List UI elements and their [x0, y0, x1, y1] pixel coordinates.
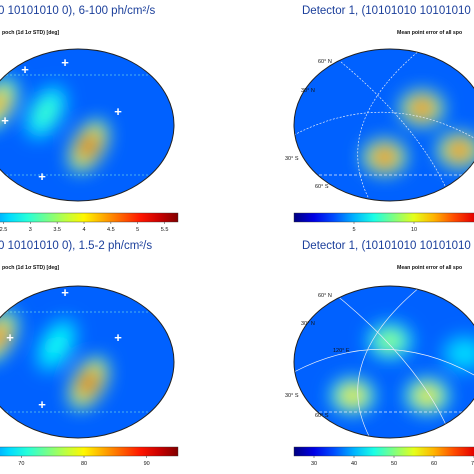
colorbar-tick-label: 5 — [352, 227, 355, 233]
colorbar-tick-label: 10 — [411, 227, 417, 233]
hotspot — [49, 336, 64, 355]
map-grid — [0, 74, 174, 176]
colorbar-tick-label: 80 — [81, 461, 87, 467]
hotspot — [39, 103, 53, 122]
chart-title: 0 10101010 0), 1.5-2 ph/cm²/s — [0, 240, 153, 252]
grid-label: 30° S — [285, 156, 299, 162]
hotspot — [451, 144, 467, 157]
map-surface — [0, 49, 174, 201]
map-surface — [0, 286, 174, 438]
map-background — [294, 49, 474, 201]
source-marker: + — [6, 330, 14, 345]
source-marker: + — [114, 330, 122, 345]
hotspot — [414, 101, 430, 115]
sky-map-4: 60° N 30° N 120° E 30° S 60° S 30 40 50 60 70 — [285, 285, 474, 467]
chart-subtitle: Mean point error of all spo — [397, 265, 463, 271]
map-surface — [294, 286, 474, 438]
grid-label: 30° S — [285, 393, 299, 399]
colorbar-tick-label: 3.5 — [53, 227, 61, 233]
grid-label: 30° N — [301, 321, 315, 327]
chart-title: Detector 1, (10101010 10101010 1 — [302, 5, 474, 17]
map-panel-4: Detector 1, (10101010 10101010 1 Mean po… — [237, 237, 474, 474]
source-marker: + — [61, 285, 69, 300]
colorbar — [293, 446, 474, 457]
chart-title: 0 10101010 0), 6-100 ph/cm²/s — [0, 5, 156, 17]
colorbar-tick-label: 70 — [18, 461, 24, 467]
grid-label: 30° N — [301, 88, 315, 94]
hotspot — [382, 334, 398, 348]
chart-subtitle: poch (1d 1σ STD) [deg] — [2, 265, 60, 271]
source-marker: + — [21, 62, 29, 77]
colorbar-tick-label: 5 — [136, 227, 139, 233]
colorbar-tick-label: 70 — [471, 461, 474, 467]
colorbar-tick-label: 40 — [351, 461, 357, 467]
colorbar-tick-label: 2.5 — [0, 227, 7, 233]
map-panel-2: Detector 1, (10101010 10101010 1 Mean po… — [237, 0, 474, 237]
hotspot-layer — [0, 77, 109, 173]
map-outline — [293, 48, 474, 202]
map-background — [294, 286, 474, 438]
chart-subtitle: poch (1d 1σ STD) [deg] — [2, 30, 60, 36]
grid-label: 60° S — [315, 184, 329, 190]
map-outline — [0, 48, 175, 202]
hotspot — [419, 389, 435, 402]
map-outline — [293, 285, 474, 439]
grid-line — [357, 49, 421, 201]
grid-label: 60° N — [318, 59, 332, 65]
source-marker: + — [38, 169, 46, 184]
map-outline — [0, 285, 175, 439]
colorbar — [0, 212, 179, 223]
grid-line — [329, 289, 451, 435]
hotspot — [81, 374, 96, 393]
map-grid — [294, 49, 474, 201]
chart-subtitle: Mean point error of all spo — [397, 30, 463, 36]
hotspot — [0, 327, 5, 346]
map-grid — [0, 311, 174, 413]
hotspot — [81, 137, 96, 156]
hotspot-layer — [330, 323, 474, 414]
colorbar — [293, 212, 474, 223]
hotspot — [457, 347, 473, 360]
colorbar-tick-label: 4.5 — [107, 227, 115, 233]
source-marker: + — [38, 397, 46, 412]
grid-line — [357, 286, 421, 438]
source-marker: + — [1, 113, 9, 128]
grid-label: 120° E — [333, 348, 350, 354]
colorbar — [0, 446, 179, 457]
sky-map-1: + + + + +2.5 3 3.5 4 4.5 5 5.5 — [0, 48, 179, 233]
colorbar-tick-label: 4 — [82, 227, 85, 233]
colorbar-tick-label: 5.5 — [161, 227, 169, 233]
map-panel-1: 0 10101010 0), 6-100 ph/cm²/s poch (1d 1… — [0, 0, 237, 237]
hotspot — [0, 94, 5, 113]
colorbar-tick-label: 90 — [144, 461, 150, 467]
source-marker: + — [114, 104, 122, 119]
colorbar-tick-label: 50 — [391, 461, 397, 467]
sky-map-3: + + + +70 80 90 — [0, 285, 179, 467]
grid-line — [294, 111, 474, 146]
map-panel-3: 0 10101010 0), 1.5-2 ph/cm²/s poch (1d 1… — [0, 237, 237, 474]
source-marker: + — [61, 55, 69, 70]
hotspot-layer — [0, 310, 109, 410]
colorbar-tick-label: 3 — [29, 227, 32, 233]
sky-map-2: 60° N 30° N 30° S 60° S 5 10 — [285, 48, 474, 233]
colorbar-tick-label: 30 — [311, 461, 317, 467]
colorbar-tick-label: 60 — [431, 461, 437, 467]
grid-line — [294, 348, 474, 383]
grid-label: 60° S — [315, 413, 329, 419]
map-surface — [294, 49, 474, 201]
hotspot — [377, 150, 393, 164]
grid-label: 60° N — [318, 293, 332, 299]
chart-title: Detector 1, (10101010 10101010 1 — [302, 240, 474, 252]
map-grid — [294, 286, 474, 438]
hotspot — [345, 389, 361, 402]
